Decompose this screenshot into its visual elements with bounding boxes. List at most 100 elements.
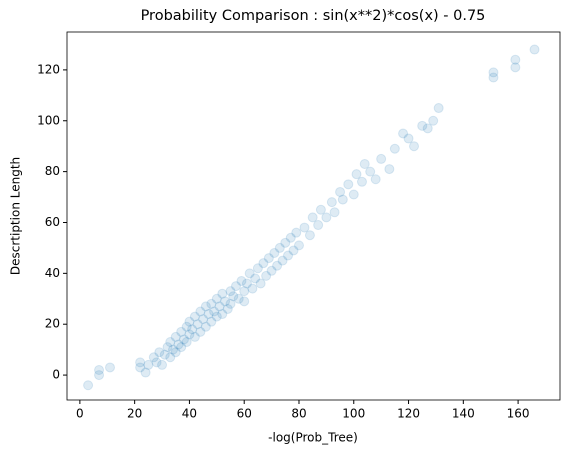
point [239, 296, 250, 307]
point [170, 347, 181, 358]
point [403, 133, 414, 144]
point [291, 227, 302, 238]
point [94, 370, 105, 381]
point [348, 189, 359, 200]
point [220, 296, 231, 307]
point [217, 309, 228, 320]
point [200, 301, 211, 312]
point [203, 309, 214, 320]
point [228, 291, 239, 302]
x-tick-label: 160 [507, 407, 530, 421]
point [337, 194, 348, 205]
point [250, 273, 261, 284]
point [189, 331, 200, 342]
point [181, 321, 192, 332]
point [266, 265, 277, 276]
x-tick-label: 140 [452, 407, 475, 421]
point [187, 324, 198, 335]
point [176, 342, 187, 353]
point [335, 186, 346, 197]
point [178, 334, 189, 345]
point [165, 352, 176, 363]
point [356, 176, 367, 187]
point [162, 342, 173, 353]
point [389, 143, 400, 154]
point [269, 248, 280, 259]
point [94, 364, 105, 375]
point [239, 286, 250, 297]
point [214, 301, 225, 312]
point [236, 275, 247, 286]
point [244, 268, 255, 279]
point [225, 298, 236, 309]
point [398, 128, 409, 139]
x-tick-label: 40 [182, 407, 197, 421]
point [167, 344, 178, 355]
y-tick-label: 120 [37, 62, 60, 76]
y-tick-label: 100 [37, 113, 60, 127]
point [370, 174, 381, 185]
point [200, 321, 211, 332]
point [195, 326, 206, 337]
point [304, 230, 315, 241]
point [359, 158, 370, 169]
point [192, 319, 203, 330]
point [189, 311, 200, 322]
point [313, 220, 324, 231]
point [222, 303, 233, 314]
point [283, 250, 294, 261]
y-tick-label: 60 [45, 215, 60, 229]
point [274, 242, 285, 253]
point [241, 278, 252, 289]
point [148, 352, 159, 363]
point [225, 286, 236, 297]
point [195, 306, 206, 317]
plot-frame [66, 31, 561, 401]
point [252, 263, 263, 274]
point [135, 362, 146, 373]
point [433, 103, 444, 114]
point [135, 357, 146, 368]
y-tick-label: 20 [45, 317, 60, 331]
point [285, 232, 296, 243]
point [233, 293, 244, 304]
point [293, 240, 304, 251]
point [529, 44, 540, 55]
point [151, 357, 162, 368]
point [230, 281, 241, 292]
point [315, 204, 326, 215]
point [198, 314, 209, 325]
point [217, 288, 228, 299]
x-tick-label: 120 [397, 407, 420, 421]
y-tick-label: 80 [45, 164, 60, 178]
point [329, 207, 340, 218]
x-tick-label: 0 [76, 407, 84, 421]
point [159, 349, 170, 360]
x-tick-label: 20 [127, 407, 142, 421]
point [510, 54, 521, 65]
point [181, 337, 192, 348]
point [261, 270, 272, 281]
point [288, 245, 299, 256]
chart-title: Probability Comparison : sin(x**2)*cos(x… [141, 8, 486, 24]
point [255, 278, 266, 289]
point [428, 115, 439, 126]
point [184, 329, 195, 340]
x-tick-label: 80 [291, 407, 306, 421]
point [280, 237, 291, 248]
point [206, 298, 217, 309]
point [376, 153, 387, 164]
point [422, 123, 433, 134]
point [258, 258, 269, 269]
point [211, 293, 222, 304]
point [409, 141, 420, 152]
point [154, 347, 165, 358]
point [83, 380, 94, 391]
point [510, 62, 521, 73]
y-tick-label: 0 [52, 368, 60, 382]
point [417, 120, 428, 131]
point [184, 316, 195, 327]
point [326, 197, 337, 208]
point [143, 359, 154, 370]
